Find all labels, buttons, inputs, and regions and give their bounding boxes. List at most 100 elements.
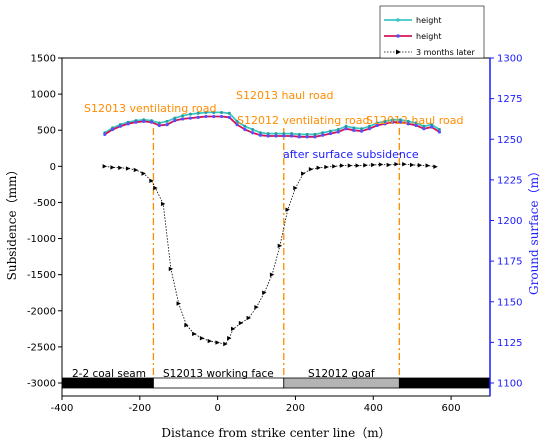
series-point-3-months-later: [153, 185, 158, 191]
series-point-3-months-later: [254, 304, 259, 310]
series-point-height-2: [103, 132, 107, 136]
series-point-3-months-later: [118, 165, 123, 170]
series-point-height-1: [251, 128, 255, 131]
series-point-3-months-later: [184, 323, 189, 328]
series-point-3-months-later: [277, 243, 283, 248]
series-point-height-2: [375, 123, 379, 128]
y2-tick-label: 1275: [497, 94, 522, 105]
series-point-height-1: [274, 132, 278, 136]
series-point-height-1: [344, 124, 348, 128]
y2-tick-label: 1225: [497, 175, 522, 186]
series-point-3-months-later: [238, 320, 244, 326]
series-point-3-months-later: [425, 163, 430, 168]
y-tick-label: -2000: [27, 306, 56, 317]
series-point-height-1: [321, 131, 325, 135]
series-point-height-2: [134, 120, 138, 124]
series-point-height-1: [297, 132, 301, 136]
series-point-height-2: [344, 127, 348, 131]
y2-axis-label: Ground surface（m）: [527, 165, 541, 295]
series-point-height-1: [258, 131, 262, 135]
series-point-height-2: [367, 127, 371, 131]
series-point-height-1: [173, 116, 177, 120]
series-point-height-1: [305, 132, 309, 136]
x-tick-label: 200: [286, 403, 305, 414]
legend: height height 3 months later: [379, 5, 485, 59]
series-point-3-months-later: [417, 163, 423, 168]
series-point-height-1: [266, 132, 270, 136]
series-point-height-2: [266, 134, 270, 138]
series-point-height-1: [220, 110, 224, 114]
series-point-height-2: [251, 131, 255, 135]
x-tick-label: -400: [51, 403, 74, 414]
series-point-3-months-later: [378, 162, 384, 167]
legend-label-height-1: height: [416, 16, 442, 25]
series-point-3-months-later: [339, 163, 345, 168]
series-point-3-months-later: [176, 301, 181, 306]
series-point-height-2: [336, 130, 340, 134]
series-point-height-1: [227, 111, 231, 115]
series-point-height-1: [375, 121, 379, 125]
y2-tick-label: 1150: [497, 297, 522, 308]
series-point-height-2: [414, 123, 418, 128]
series-point-3-months-later: [363, 163, 368, 168]
y-tick-label: -3000: [27, 379, 56, 390]
series-point-height-2: [118, 124, 122, 128]
series-point-height-2: [328, 131, 333, 136]
series-point-height-2: [406, 122, 410, 126]
series-point-height-2: [297, 135, 301, 139]
series-point-3-months-later: [133, 167, 139, 173]
series-point-3-months-later: [125, 166, 131, 171]
series-point-height-2: [204, 114, 208, 119]
series-point-3-months-later: [371, 162, 376, 168]
y-tick-label: -2500: [27, 342, 56, 353]
legend-label-3-months-later: 3 months later: [416, 48, 475, 57]
series-point-height-2: [243, 127, 247, 132]
series-point-height-2: [149, 120, 154, 124]
series-point-height-2: [321, 133, 325, 137]
series-point-height-2: [196, 115, 200, 119]
series-point-3-months-later: [199, 336, 205, 341]
y2-tick-label: 1100: [497, 379, 522, 390]
series-point-height-1: [430, 123, 434, 127]
series-point-height-2: [352, 128, 356, 132]
series-point-height-2: [274, 134, 278, 138]
zone-label-coal-seam: 2-2 coal seam: [72, 368, 146, 380]
series-point-height-2: [235, 123, 239, 127]
series-point-height-2: [219, 114, 224, 119]
series-point-height-1: [360, 127, 364, 131]
series-point-height-1: [188, 112, 192, 116]
series-point-height-1: [336, 128, 340, 131]
series-point-height-2: [188, 116, 192, 120]
legend-marker-height-2: [396, 34, 400, 38]
series-point-height-1: [399, 118, 403, 122]
y-tick-label: -500: [33, 198, 56, 209]
series-point-height-2: [360, 129, 364, 133]
y2-tick-label: 1250: [497, 135, 522, 146]
series-point-height-1: [204, 110, 208, 114]
series-layer: [102, 110, 442, 347]
road-lines-layer: [152, 128, 400, 378]
series-point-3-months-later: [215, 340, 220, 345]
series-point-height-2: [142, 119, 146, 123]
series-point-3-months-later: [402, 161, 407, 167]
series-point-3-months-later: [168, 266, 174, 272]
series-line-3-months-later: [104, 163, 436, 345]
x-tick-label: 400: [364, 403, 383, 414]
series-point-height-1: [165, 119, 169, 123]
y-tick-label: 0: [50, 162, 56, 173]
series-point-height-2: [391, 120, 395, 124]
series-point-3-months-later: [207, 338, 213, 344]
y-tick-label: 500: [37, 126, 56, 137]
series-point-height-2: [383, 122, 387, 126]
x-tick-label: 0: [214, 403, 220, 414]
series-point-3-months-later: [149, 178, 154, 183]
series-point-3-months-later: [386, 162, 392, 168]
y2-tick-label: 1300: [497, 54, 522, 65]
legend-label-height-2: height: [416, 32, 442, 41]
series-point-height-2: [157, 123, 161, 128]
annotation-s12012-ventilating-road: S12012 ventilating road: [237, 114, 369, 127]
legend-marker-height-1: [396, 18, 400, 22]
series-point-height-2: [282, 134, 286, 138]
series-point-height-2: [227, 115, 231, 119]
